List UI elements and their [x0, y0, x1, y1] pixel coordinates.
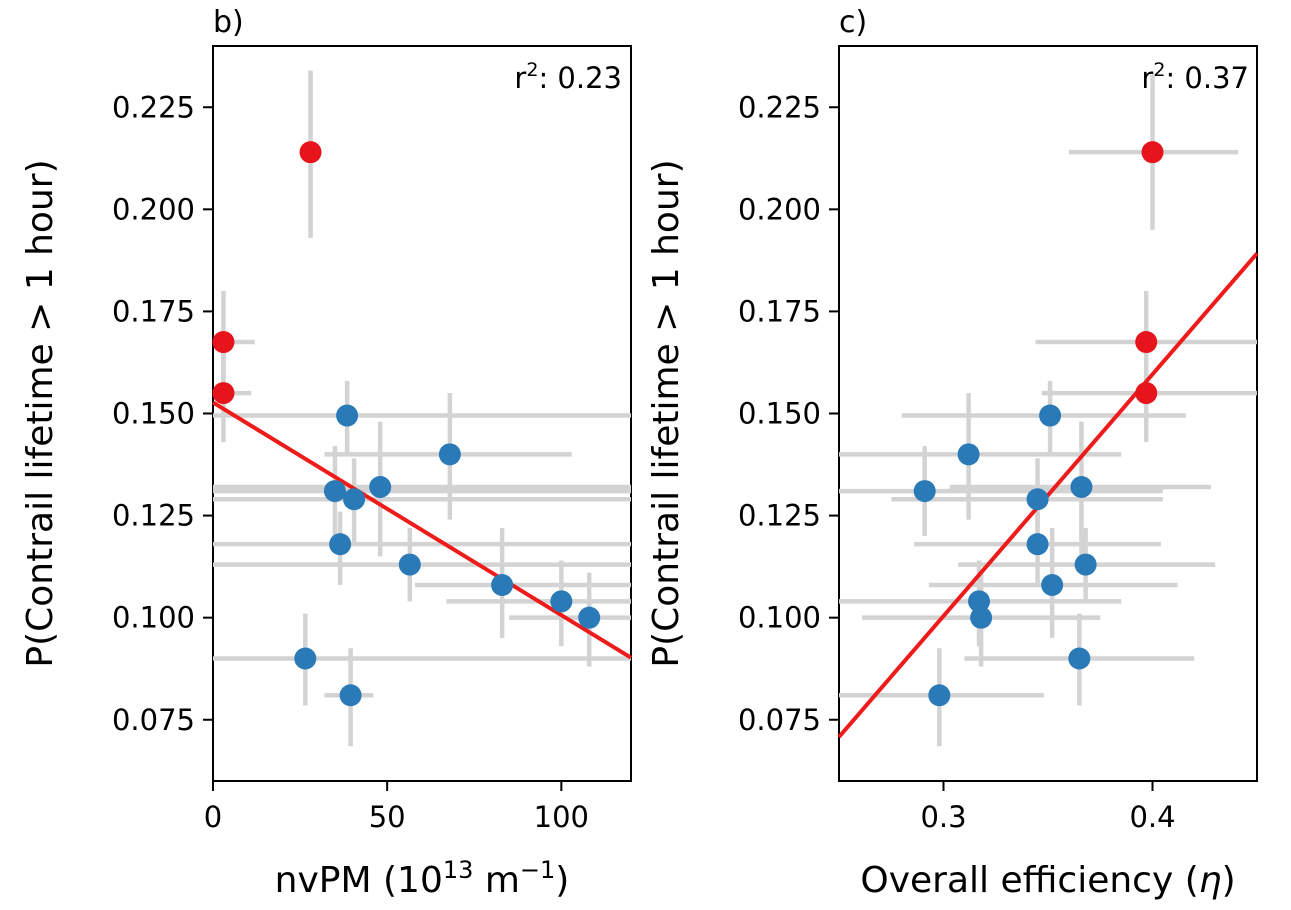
panel-b-point-1-3: [369, 476, 392, 498]
panel-c-point-1-8: [968, 590, 991, 613]
panel-b-yticks: 0.075 0.100 0.125 0.150 0.175 0.200 0.225: [112, 90, 213, 737]
panel-b-xtick-label-0: 0: [204, 800, 222, 834]
panel-c-point-1-2: [913, 480, 936, 503]
panel-c-yticks: 0.075 0.100 0.125 0.150 0.175 0.200 0.225: [738, 90, 839, 737]
panel-c-xlabel: Overall efficiency (η): [860, 860, 1235, 901]
panel-b-ytick-label-2: 0.125: [112, 499, 195, 533]
panel-c-ytick-label-5: 0.200: [738, 192, 821, 226]
panel-b-ytick-label-1: 0.100: [112, 601, 195, 635]
panel-b-ylabel: P(Contrail lifetime > 1 hour): [20, 159, 61, 667]
panel-b-xlabel: nvPM (1013 m−1): [275, 856, 570, 901]
panel-c-xtick-label-1: 0.4: [1129, 800, 1175, 834]
panel-c: 0.3 0.4 0.075 0.100 0.125 0.150 0.175 0.200 0.2…: [646, 5, 1259, 901]
panel-c-point-1-7: [1041, 574, 1064, 596]
panel-b-point-1-11: [339, 684, 362, 707]
panel-c-fitline-layer: [837, 252, 1259, 739]
panel-b-point-1-9: [578, 606, 601, 629]
panel-c-point-1-9: [970, 606, 993, 629]
panel-b-point-1-1: [438, 443, 461, 466]
panel-c-label: c): [839, 5, 867, 40]
panel-b-fitline-layer: [211, 400, 633, 660]
panel-b-label: b): [213, 5, 244, 40]
panel-c-point-0-2: [1135, 382, 1158, 405]
panel-b-point-0-2: [212, 382, 235, 405]
panel-b-point-1-10: [294, 647, 317, 670]
panel-b-ytick-label-3: 0.150: [112, 397, 195, 431]
panel-b-point-1-6: [398, 553, 421, 576]
panel-c-point-1-11: [928, 684, 951, 707]
panel-c-point-1-6: [1074, 553, 1097, 576]
panel-b-point-1-8: [550, 590, 573, 613]
panel-b: 0 50 100 0.075 0.100 0.125 0.150 0.175 0.200 0.2…: [20, 5, 633, 901]
panel-b-point-1-7: [491, 574, 514, 596]
panel-c-points: [913, 141, 1164, 707]
panel-c-ytick-label-2: 0.125: [738, 499, 821, 533]
panel-c-point-1-3: [1070, 476, 1093, 498]
panel-b-point-0-0: [299, 141, 322, 164]
panel-b-r2-annotation: r2: 0.23: [514, 59, 622, 95]
panel-c-point-1-0: [1039, 404, 1062, 427]
panel-b-xtick-label-1: 50: [369, 800, 406, 834]
panel-c-xtick-label-0: 0.3: [920, 800, 966, 834]
panel-b-point-1-0: [336, 404, 359, 427]
panel-c-ylabel: P(Contrail lifetime > 1 hour): [646, 159, 687, 667]
panel-b-xtick-label-2: 100: [534, 800, 589, 834]
panel-c-ytick-label-1: 0.100: [738, 601, 821, 635]
panel-c-point-0-0: [1141, 141, 1164, 164]
panel-b-ytick-label-0: 0.075: [112, 703, 195, 737]
panel-c-ytick-label-0: 0.075: [738, 703, 821, 737]
panel-c-point-1-4: [1026, 488, 1049, 511]
panel-b-points: [212, 141, 601, 707]
panel-c-ytick-label-6: 0.225: [738, 90, 821, 124]
panel-c-xticks: 0.3 0.4: [920, 781, 1176, 834]
panel-b-point-0-1: [212, 331, 235, 354]
panel-c-point-1-1: [957, 443, 980, 466]
panel-b-ytick-label-5: 0.200: [112, 192, 195, 226]
panel-c-ytick-label-3: 0.150: [738, 397, 821, 431]
panel-b-xticks: 0 50 100: [204, 781, 589, 834]
panel-b-point-1-2: [323, 480, 346, 503]
panel-c-r2-annotation: r2: 0.37: [1141, 59, 1249, 95]
panel-c-ytick-label-4: 0.175: [738, 294, 821, 328]
panel-b-ytick-label-4: 0.175: [112, 294, 195, 328]
panel-b-fit-line: [211, 400, 633, 660]
panel-b-point-1-4: [343, 488, 366, 511]
panel-b-errorbars: [213, 70, 631, 747]
panel-c-fit-line: [837, 252, 1259, 739]
panel-c-point-1-10: [1068, 647, 1091, 670]
panel-c-point-1-5: [1026, 533, 1049, 556]
panel-c-point-0-1: [1135, 331, 1158, 354]
panel-b-ytick-label-6: 0.225: [112, 90, 195, 124]
panel-b-point-1-5: [329, 533, 352, 556]
